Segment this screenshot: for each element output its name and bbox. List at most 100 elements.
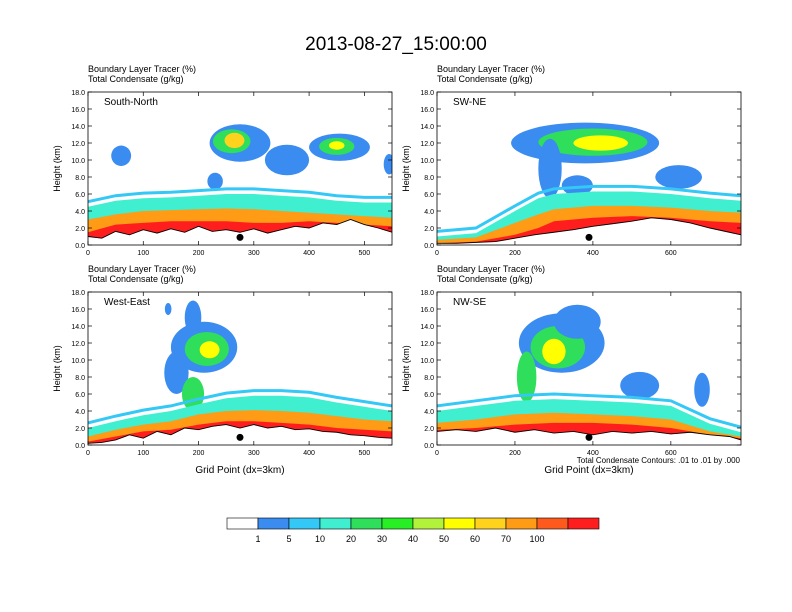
condensate-region	[207, 172, 223, 190]
y-tick-label: 2.0	[424, 226, 434, 233]
y-tick-label: 6.0	[424, 192, 434, 199]
panel-header-line: Total Condensate (g/kg)	[437, 274, 533, 284]
condensate-region	[553, 304, 601, 339]
condensate-region	[538, 138, 562, 199]
colorbar-swatch	[474, 517, 507, 530]
plot-frame	[436, 291, 742, 446]
x-tick-label: 100	[137, 450, 149, 457]
condensate-region	[561, 175, 593, 196]
y-tick-label: 8.0	[75, 375, 85, 382]
panel-header-line: Boundary Layer Tracer (%)	[437, 264, 545, 274]
contour-footnote: Total Condensate Contours: .01 to .01 by…	[577, 456, 741, 465]
x-tick-label: 300	[248, 250, 260, 257]
y-tick-label: 2.0	[75, 226, 85, 233]
terrain-line	[437, 427, 741, 441]
y-axis-label: Height (km)	[401, 145, 411, 192]
tracer-fringe-line	[88, 187, 392, 204]
x-tick-label: 400	[303, 450, 315, 457]
y-tick-label: 4.0	[424, 209, 434, 216]
colorbar-label: 5	[286, 534, 291, 544]
x-tick-label: 0	[86, 450, 90, 457]
y-tick-label: 10.0	[71, 158, 85, 165]
colorbar-label: 1	[255, 534, 260, 544]
y-axis-label: Height (km)	[401, 345, 411, 392]
y-tick-label: 0.0	[424, 243, 434, 250]
y-tick-label: 8.0	[424, 375, 434, 382]
tracer-fringe-line	[437, 184, 741, 233]
y-tick-label: 14.0	[71, 124, 85, 131]
panel-title: West-East	[104, 297, 150, 308]
panel-header-line: Boundary Layer Tracer (%)	[88, 64, 196, 74]
colorbar-swatch	[288, 517, 321, 530]
tracer-fringe-line	[88, 389, 392, 425]
colorbar-label: 30	[377, 534, 387, 544]
colorbar-swatch	[443, 517, 476, 530]
colorbar-label: 40	[408, 534, 418, 544]
condensate-region	[224, 132, 245, 149]
tracer-fringe-line	[437, 392, 741, 429]
y-tick-label: 16.0	[420, 107, 434, 114]
terrain-fill	[437, 217, 741, 245]
x-tick-label: 300	[248, 450, 260, 457]
x-tick-label: 400	[587, 450, 599, 457]
colorbar-label: 70	[501, 534, 511, 544]
y-tick-label: 18.0	[71, 290, 85, 297]
condensate-region	[264, 144, 310, 176]
x-tick-label: 500	[359, 250, 371, 257]
x-tick-label: 500	[359, 450, 371, 457]
condensate-region	[164, 303, 172, 315]
panel-nw-se: Boundary Layer Tracer (%)Total Condensat…	[401, 264, 742, 476]
panel-header-line: Boundary Layer Tracer (%)	[437, 64, 545, 74]
x-tick-label: 0	[435, 250, 439, 257]
colorbar-swatch	[257, 517, 290, 530]
y-tick-label: 6.0	[424, 392, 434, 399]
y-tick-label: 14.0	[420, 324, 434, 331]
x-tick-label: 200	[193, 450, 205, 457]
condensate-region	[111, 145, 132, 166]
y-tick-label: 14.0	[420, 124, 434, 131]
y-tick-label: 18.0	[71, 90, 85, 97]
site-marker	[236, 233, 244, 241]
y-tick-label: 10.0	[420, 358, 434, 365]
plot-area	[437, 292, 741, 445]
plot-area	[88, 292, 392, 445]
condensate-region	[199, 341, 220, 359]
condensate-region	[542, 338, 566, 365]
y-tick-label: 2.0	[75, 426, 85, 433]
terrain-line	[88, 424, 392, 444]
y-tick-label: 4.0	[75, 209, 85, 216]
y-tick-label: 8.0	[424, 175, 434, 182]
plot-frame	[87, 91, 393, 246]
condensate-region	[516, 351, 537, 403]
terrain-line	[437, 217, 741, 244]
colorbar-label: 60	[470, 534, 480, 544]
condensate-region	[184, 300, 202, 335]
y-tick-label: 16.0	[71, 107, 85, 114]
condensate-region	[328, 141, 345, 150]
y-tick-label: 16.0	[71, 307, 85, 314]
y-tick-label: 12.0	[71, 141, 85, 148]
plot-frame	[87, 291, 393, 446]
colorbar-label: 100	[529, 534, 544, 544]
x-tick-label: 100	[137, 250, 149, 257]
y-tick-label: 0.0	[424, 443, 434, 450]
x-axis-label: Grid Point (dx=3km)	[195, 465, 284, 476]
colorbar-label: 20	[346, 534, 356, 544]
condensate-region	[655, 165, 703, 189]
x-tick-label: 400	[587, 250, 599, 257]
x-tick-label: 0	[435, 450, 439, 457]
condensate-region	[383, 154, 392, 175]
panel-title: SW-NE	[453, 97, 486, 108]
y-axis-label: Height (km)	[52, 345, 62, 392]
plot-area	[437, 92, 741, 245]
panel-title: NW-SE	[453, 297, 486, 308]
figure-title: 2013-08-27_15:00:00	[305, 34, 487, 55]
x-tick-label: 600	[665, 250, 677, 257]
colorbar: 1 5 10 20 30 40 50 60 70 100	[226, 517, 600, 544]
plot-frame	[436, 91, 742, 246]
y-tick-label: 0.0	[75, 243, 85, 250]
y-tick-label: 18.0	[420, 90, 434, 97]
x-axis-label: Grid Point (dx=3km)	[544, 465, 633, 476]
y-tick-label: 12.0	[420, 141, 434, 148]
site-marker	[585, 233, 593, 241]
